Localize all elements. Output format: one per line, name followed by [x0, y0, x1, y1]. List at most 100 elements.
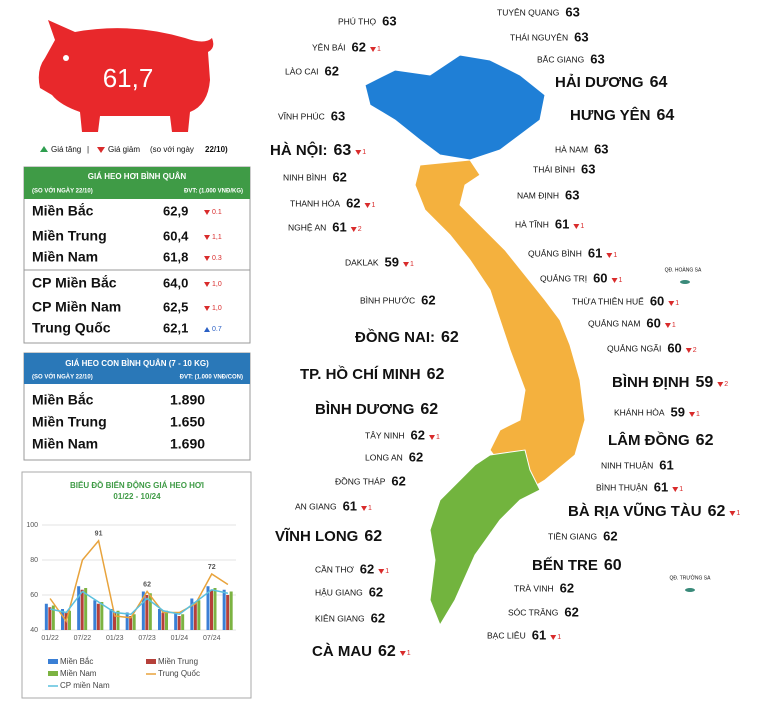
province-name: CÀ MAU	[312, 643, 372, 660]
table2-title: GIÁ HEO CON BÌNH QUÂN (7 - 10 KG)	[65, 359, 209, 368]
bar	[145, 595, 149, 630]
legend-down: Giá giảm	[108, 145, 140, 154]
province-price: 61	[588, 245, 602, 260]
bar	[96, 603, 100, 630]
bar	[93, 600, 97, 630]
price-change: 2	[358, 226, 362, 233]
province-price: 59	[671, 404, 685, 419]
bar	[113, 612, 116, 630]
price-change: 1	[672, 322, 676, 329]
bar	[68, 610, 71, 630]
region-price: 64,0	[163, 275, 188, 290]
province-name: HÀ TĨNH	[515, 219, 549, 229]
price-change: 1	[385, 568, 389, 575]
province-name: TRÀ VINH	[514, 583, 554, 593]
province-price: 62	[332, 169, 346, 184]
price-change: 1	[696, 411, 700, 418]
province-name: LÂM ĐỒNG	[608, 431, 690, 449]
province-name: PHÚ THỌ	[338, 16, 376, 26]
region-name: Miền Trung	[32, 414, 107, 430]
province-price: 62	[378, 643, 396, 660]
bar	[161, 612, 165, 630]
annotation: 62	[143, 581, 151, 588]
table1-unit: ĐVT: (1.000 VNĐ/KG)	[184, 189, 243, 195]
island-label: QĐ. HOÀNG SA	[665, 266, 702, 273]
bar	[229, 591, 233, 630]
bar	[100, 602, 104, 630]
province-name: LÀO CAI	[285, 66, 319, 76]
bar	[213, 588, 217, 630]
down-arrow	[685, 348, 692, 353]
table2-header	[24, 353, 250, 384]
price-change: 2	[724, 381, 728, 388]
x-tick-label: 01/22	[41, 635, 59, 642]
legend-swatch	[146, 659, 156, 664]
down-arrow	[355, 150, 362, 155]
province-name: QUẢNG NGÃI	[607, 342, 661, 353]
province-price: 63	[590, 51, 604, 66]
province-name: BÌNH DƯƠNG	[315, 401, 414, 418]
y-tick-label: 60	[30, 592, 38, 599]
down-arrow	[378, 569, 385, 574]
province-name: TUYÊN QUANG	[497, 7, 559, 17]
province-name: NINH BÌNH	[283, 172, 326, 182]
bar	[84, 588, 88, 630]
region-price: 62,9	[163, 203, 188, 218]
chart-title: BIỂU ĐỒ BIẾN ĐỘNG GIÁ HEO HƠI	[70, 480, 204, 490]
region-name: Miền Bắc	[32, 391, 94, 408]
province-price: 62	[427, 366, 445, 383]
up-arrow	[204, 327, 210, 332]
legend-label: Trung Quốc	[158, 669, 200, 678]
province-price: 63	[565, 187, 579, 202]
province-price: 62	[371, 610, 385, 625]
province-price: 62	[360, 561, 374, 576]
table1-subtitle: (SO VỚI NGÀY 22/10)	[32, 187, 93, 195]
province-name: NINH THUẬN	[601, 460, 653, 470]
province-price: 62	[420, 401, 438, 418]
province-price: 63	[594, 141, 608, 156]
province-name: VĨNH PHÚC	[278, 111, 325, 121]
down-arrow	[717, 382, 724, 387]
province-price: 59	[385, 254, 399, 269]
bar	[210, 589, 213, 630]
province-name: BẮC GIANG	[537, 54, 584, 64]
province-name: BÌNH PHƯỚC	[360, 295, 415, 305]
province-name: BÀ RỊA VŨNG TÀU	[568, 502, 702, 520]
bar	[222, 589, 226, 630]
down-arrow	[364, 203, 371, 208]
legend-label: Miền Bắc	[60, 657, 93, 666]
average-price: 61,7	[103, 63, 154, 93]
annotation: 72	[208, 564, 216, 571]
price-change: 1	[736, 510, 740, 517]
province-name: THANH HÓA	[290, 198, 340, 208]
bar	[80, 589, 84, 630]
bar	[174, 612, 178, 630]
x-tick-label: 07/24	[203, 635, 221, 642]
province-price: 62	[603, 528, 617, 543]
province-name: NAM ĐỊNH	[517, 190, 559, 200]
legend-up: Giá tăng	[51, 145, 81, 154]
vietnam-map	[364, 54, 695, 627]
annotation: 91	[95, 531, 103, 538]
x-tick-label: 07/23	[138, 635, 156, 642]
province-name: HẬU GIANG	[315, 587, 363, 597]
province-price: 63	[334, 142, 352, 159]
province-price: 63	[565, 4, 579, 19]
price-change: 2	[693, 347, 697, 354]
y-tick-label: 40	[30, 627, 38, 634]
bar	[77, 586, 81, 630]
bar	[148, 593, 152, 630]
province-price: 62	[369, 584, 383, 599]
province-name: BẠC LIÊU	[487, 630, 526, 640]
province-name: ĐỒNG THÁP	[335, 475, 386, 486]
table1-title: GIÁ HEO HƠI BÌNH QUÂN	[88, 172, 187, 181]
province-price: 62	[411, 427, 425, 442]
province-name: THÁI NGUYÊN	[510, 32, 568, 42]
province-name: KHÁNH HÒA	[614, 407, 665, 417]
province-price: 60	[667, 340, 681, 355]
province-price: 64	[657, 107, 675, 124]
price-change: 1	[679, 486, 683, 493]
price-change: 1	[368, 505, 372, 512]
province-price: 64	[650, 74, 668, 91]
province-name: THỪA THIÊN HUẾ	[572, 296, 644, 306]
